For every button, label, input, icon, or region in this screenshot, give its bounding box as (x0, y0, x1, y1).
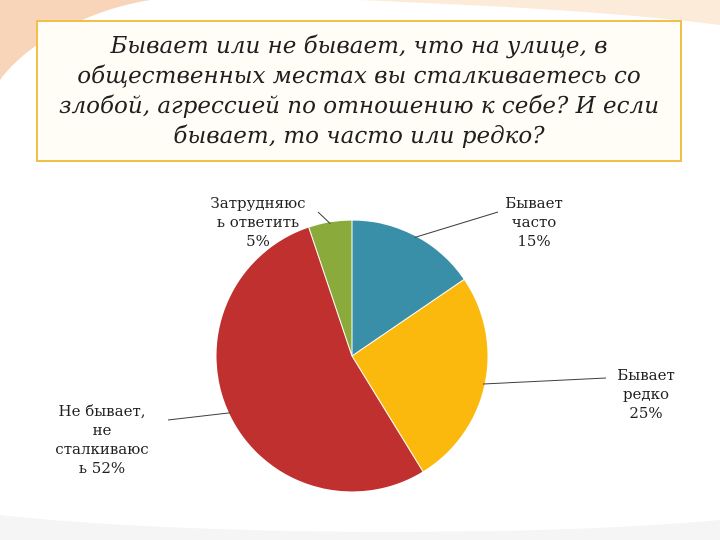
leader-line (167, 412, 231, 421)
label-line: не (92, 421, 112, 439)
title-box: Бывает или не бывает, что на улице, в об… (36, 20, 682, 162)
label-line: редко (622, 385, 670, 403)
label-hard-to-say: Затрудняюс ь ответить 5% (194, 194, 322, 251)
leader-line (317, 211, 331, 225)
chart-title: Бывает или не бывает, что на улице, в об… (58, 33, 660, 149)
label-line: Бывает (617, 366, 675, 384)
label-line: Не бывает, (58, 402, 146, 420)
label-line: ь ответить (216, 213, 300, 231)
label-rarely: Бывает редко 25% (604, 366, 688, 423)
label-line: Затрудняюс (210, 194, 306, 212)
leader-line (414, 211, 499, 238)
slice-hard-to-say (308, 219, 353, 357)
label-line: ь 52% (78, 459, 126, 477)
slice-often (351, 219, 466, 357)
label-line: 15% (517, 232, 551, 250)
label-line: сталкиваюс (55, 440, 149, 458)
label-line: 25% (629, 404, 663, 422)
slice-never (215, 226, 424, 493)
label-never: Не бывает, не сталкиваюс ь 52% (34, 402, 170, 478)
label-line: Бывает (505, 194, 563, 212)
label-often: Бывает часто 15% (492, 194, 576, 251)
label-line: часто (511, 213, 557, 231)
leader-line (483, 377, 607, 385)
label-line: 5% (246, 232, 270, 250)
